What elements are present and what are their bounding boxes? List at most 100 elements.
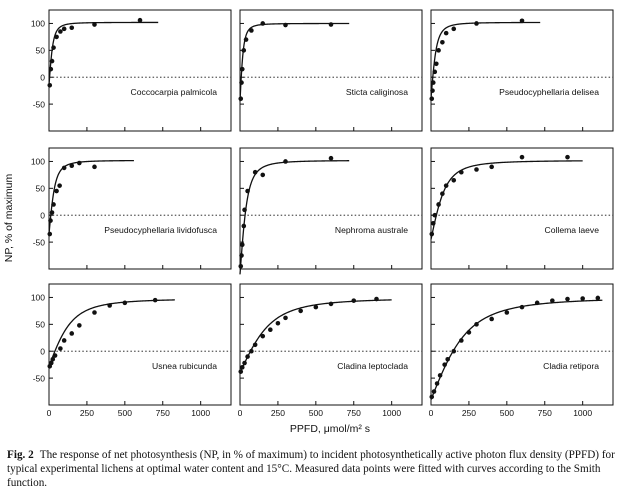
- data-point: [241, 223, 247, 229]
- panel: Pseudocyphellaria delisea: [429, 9, 614, 132]
- data-point: [92, 22, 97, 27]
- x-tick-label: 250: [271, 408, 285, 418]
- x-tick-label: 500: [500, 408, 514, 418]
- data-point: [459, 338, 464, 343]
- data-point: [328, 22, 334, 27]
- panel-frame: [239, 9, 423, 132]
- data-point: [239, 66, 245, 72]
- data-point: [328, 301, 334, 307]
- panel: Sticta caliginosa: [238, 9, 423, 132]
- x-tick-label: 1000: [573, 408, 592, 418]
- data-point: [50, 356, 56, 362]
- x-tick-label: 1000: [382, 408, 401, 418]
- data-point: [459, 169, 464, 175]
- data-point: [58, 29, 63, 34]
- data-point: [77, 323, 82, 328]
- data-point: [48, 218, 53, 223]
- panel: -50 0 50 100 Pseudocyphellaria lividofusca: [31, 147, 232, 270]
- panel-frame: [430, 283, 614, 406]
- data-point: [443, 183, 449, 188]
- data-point: [49, 210, 55, 215]
- data-point: [565, 296, 570, 302]
- data-point: [351, 298, 357, 303]
- x-tick-label: 500: [118, 408, 132, 418]
- fit-curve: [430, 160, 583, 240]
- y-tick-label: 0: [40, 211, 45, 221]
- species-label: Pseudocyphellaria lividofusca: [104, 225, 217, 235]
- data-point: [429, 394, 435, 400]
- y-tick-label: 50: [36, 184, 46, 194]
- caption-label: Fig. 2: [7, 449, 34, 461]
- panels-group: -50 0 50 100 Coccocarpia palmicola Sticta cal…: [31, 9, 614, 418]
- data-point: [313, 304, 319, 310]
- data-point: [440, 191, 445, 197]
- data-point: [474, 21, 479, 26]
- data-point: [51, 45, 56, 50]
- panel-frame: [48, 283, 232, 406]
- data-point: [242, 207, 247, 213]
- data-point: [436, 48, 441, 53]
- data-point: [430, 88, 435, 93]
- data-point: [122, 300, 128, 306]
- data-point: [54, 188, 59, 194]
- data-point: [451, 177, 457, 183]
- data-point: [580, 296, 585, 301]
- species-label: Sticta caliginosa: [346, 87, 408, 97]
- x-tick-label: 0: [47, 408, 52, 418]
- data-point: [238, 369, 244, 374]
- species-label: Cladia retipora: [543, 361, 599, 371]
- data-point: [451, 26, 457, 32]
- figure-caption: Fig. 2 The response of net photosynthesis…: [7, 448, 619, 490]
- data-point: [69, 163, 75, 169]
- y-axis-label: NP, % of maximum: [3, 174, 15, 263]
- data-point: [54, 34, 59, 40]
- data-point: [238, 96, 244, 102]
- data-point: [239, 80, 244, 85]
- y-tick-label: 50: [36, 46, 46, 56]
- data-point: [550, 298, 555, 303]
- species-label: Pseudocyphellaria delisea: [499, 87, 599, 97]
- y-tick-label: 50: [36, 320, 46, 330]
- panel-frame: [239, 283, 423, 406]
- data-point: [434, 381, 440, 386]
- data-point: [534, 300, 540, 306]
- x-tick-label: 750: [347, 408, 361, 418]
- y-tick-label: 100: [31, 157, 45, 167]
- y-tick-label: 0: [40, 73, 45, 83]
- data-point: [107, 303, 112, 308]
- data-point: [268, 327, 273, 333]
- figure-grid: -50 0 50 100 Coccocarpia palmicola Sticta cal…: [3, 9, 614, 435]
- data-point: [443, 30, 449, 36]
- data-point: [440, 39, 445, 45]
- data-point: [430, 80, 436, 85]
- data-point: [239, 253, 244, 258]
- y-tick-label: 0: [40, 347, 45, 357]
- y-tick-label: 100: [31, 293, 45, 303]
- data-point: [283, 159, 288, 164]
- data-point: [442, 362, 447, 367]
- fit-curve: [239, 160, 350, 275]
- data-point: [437, 373, 443, 378]
- data-point: [474, 322, 479, 327]
- fit-curve: [239, 22, 350, 102]
- data-point: [239, 365, 245, 370]
- species-label: Usnea rubicunda: [152, 361, 217, 371]
- data-point: [519, 304, 525, 310]
- data-point: [242, 360, 247, 366]
- data-point: [58, 346, 63, 351]
- data-point: [451, 348, 457, 354]
- x-tick-label: 750: [538, 408, 552, 418]
- data-point: [48, 360, 54, 366]
- data-point: [49, 58, 55, 64]
- data-point: [374, 296, 379, 302]
- data-point: [92, 310, 97, 315]
- panel-frame: [48, 9, 232, 132]
- data-point: [519, 18, 525, 24]
- data-point: [69, 25, 75, 31]
- data-point: [47, 231, 53, 237]
- x-tick-label: 1000: [191, 408, 210, 418]
- data-point: [565, 154, 570, 160]
- data-point: [474, 167, 479, 172]
- data-point: [48, 66, 54, 72]
